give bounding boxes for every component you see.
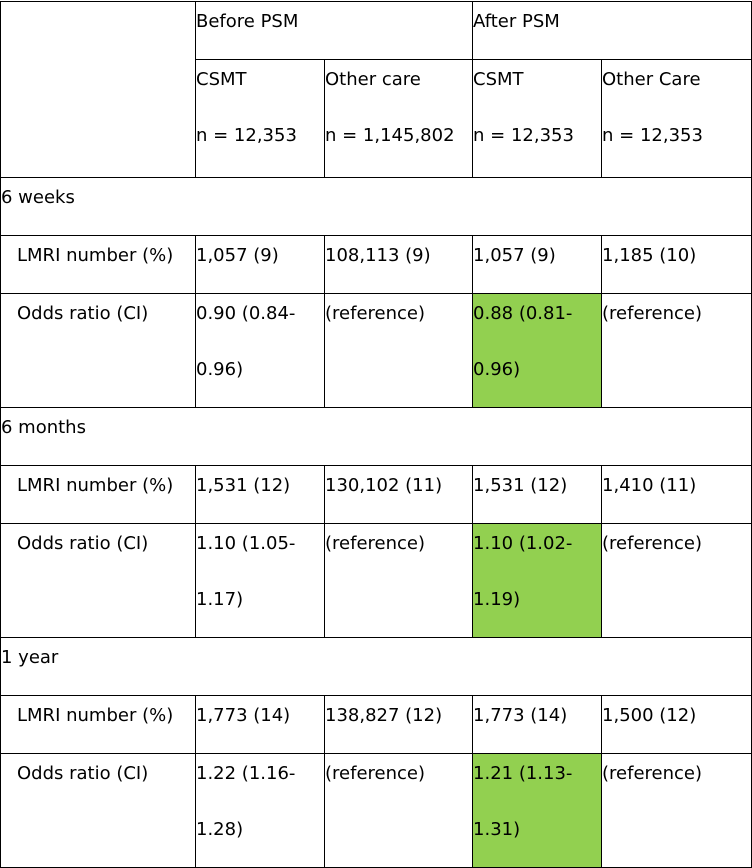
- cell-odds-before: 1.10 (1.05- 1.17): [195, 523, 325, 638]
- cell-odds-after-highlighted: 1.21 (1.13- 1.31): [472, 753, 603, 868]
- row-label-lmri: LMRI number (%): [0, 235, 196, 294]
- header-row-groups: Before PSM After PSM: [0, 1, 752, 178]
- cell-value: 1,185 (10): [601, 235, 752, 294]
- cell-value: 1,773 (14): [472, 695, 603, 754]
- section-row-1-year: 1 year: [0, 637, 752, 696]
- cell-odds-before: 0.90 (0.84- 0.96): [195, 293, 325, 408]
- cell-value: 1,531 (12): [472, 465, 603, 524]
- cell-value: 1,057 (9): [195, 235, 325, 294]
- header-col-after-other: Other Care n = 12,353: [601, 59, 752, 178]
- section-row-6-months: 6 months: [0, 407, 752, 466]
- header-col-before-other: Other care n = 1,145,802: [323, 59, 474, 178]
- header-col-before-csmt: CSMT n = 12,353: [195, 59, 325, 178]
- row-label-odds: Odds ratio (CI): [0, 293, 196, 408]
- cell-value: 1,531 (12): [195, 465, 325, 524]
- cell-value: 1,500 (12): [601, 695, 752, 754]
- cell-value: 138,827 (12): [323, 695, 474, 754]
- table-row: LMRI number (%) 1,773 (14) 138,827 (12) …: [0, 695, 752, 754]
- cell-odds-after-highlighted: 0.88 (0.81- 0.96): [472, 293, 603, 408]
- cell-odds-after-highlighted: 1.10 (1.02- 1.19): [472, 523, 603, 638]
- row-label-lmri: LMRI number (%): [0, 695, 196, 754]
- cell-reference: (reference): [323, 293, 474, 408]
- header-after-psm: After PSM: [472, 1, 752, 60]
- cell-reference: (reference): [601, 523, 752, 638]
- section-row-6-weeks: 6 weeks: [0, 177, 752, 236]
- cell-value: 108,113 (9): [323, 235, 474, 294]
- cell-odds-before: 1.22 (1.16- 1.28): [195, 753, 325, 868]
- row-label-odds: Odds ratio (CI): [0, 753, 196, 868]
- section-title: 6 months: [0, 407, 752, 466]
- table-row: LMRI number (%) 1,057 (9) 108,113 (9) 1,…: [0, 235, 752, 294]
- header-row-columns: CSMT n = 12,353 Other care n = 1,145,802 C…: [1, 59, 752, 178]
- cell-reference: (reference): [323, 753, 474, 868]
- cell-reference: (reference): [323, 523, 474, 638]
- cell-value: 130,102 (11): [323, 465, 474, 524]
- table-row: Odds ratio (CI) 1.10 (1.05- 1.17) (refere…: [0, 523, 752, 638]
- section-title: 1 year: [0, 637, 752, 696]
- table-row: Odds ratio (CI) 1.22 (1.16- 1.28) (refere…: [0, 753, 752, 868]
- cell-reference: (reference): [601, 293, 752, 408]
- row-label-lmri: LMRI number (%): [0, 465, 196, 524]
- row-label-odds: Odds ratio (CI): [0, 523, 196, 638]
- section-title: 6 weeks: [0, 177, 752, 236]
- header-col-after-csmt: CSMT n = 12,353: [472, 59, 603, 178]
- table-row: LMRI number (%) 1,531 (12) 130,102 (11) …: [0, 465, 752, 524]
- cell-value: 1,773 (14): [195, 695, 325, 754]
- cell-value: 1,057 (9): [472, 235, 603, 294]
- table-row: Odds ratio (CI) 0.90 (0.84- 0.96) (refere…: [0, 293, 752, 408]
- header-before-psm: Before PSM: [194, 1, 474, 60]
- header-empty-cell: [0, 1, 196, 178]
- cell-value: 1,410 (11): [601, 465, 752, 524]
- cell-reference: (reference): [601, 753, 752, 868]
